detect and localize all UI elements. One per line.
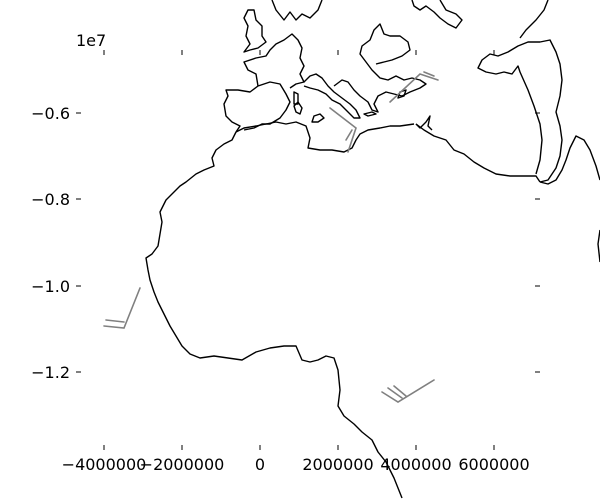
arabian-sea-coastline (519, 0, 549, 39)
sicily-coastline (293, 101, 303, 115)
sardinia-coastline (293, 91, 299, 105)
west-africa-barb (103, 287, 141, 329)
italy-coastline (303, 73, 361, 119)
mid-mediterranean-barb (329, 107, 357, 153)
y-tick-labels: −0.6 −0.8 −1.0 −1.2 (31, 104, 70, 382)
tick-marks (76, 50, 540, 450)
tunisia-coastline (311, 113, 325, 123)
red-sea-west-coastline (415, 123, 541, 183)
y-tick-label: −1.0 (31, 277, 70, 296)
x-tick-labels: −4000000 −2000000 0 2000000 4000000 6000… (62, 455, 530, 474)
iberia-coastline (223, 81, 291, 133)
arabia-coastline (477, 39, 563, 183)
africa-west-coastline (145, 131, 403, 499)
north-europe-coastline (271, 0, 323, 21)
uk-coastline (243, 9, 267, 53)
scandinavia-coastline (411, 0, 463, 29)
east-africa-edge-coastline (597, 229, 600, 263)
coastlines (145, 0, 600, 499)
y-tick-label: −0.6 (31, 104, 70, 123)
france-coastline (243, 33, 305, 89)
y-axis-offset-label: 1e7 (76, 31, 106, 50)
central-africa-barb (381, 379, 435, 403)
x-tick-label: −4000000 (62, 455, 147, 474)
x-tick-label: 2000000 (302, 455, 373, 474)
wind-barbs (103, 71, 439, 403)
x-tick-label: 4000000 (380, 455, 451, 474)
x-tick-label: 6000000 (458, 455, 529, 474)
x-tick-label: 0 (255, 455, 265, 474)
east-mediterranean-barb (389, 71, 439, 103)
y-tick-label: −0.8 (31, 190, 70, 209)
crete-coastline (363, 111, 377, 117)
cyprus-coastline (397, 89, 407, 99)
africa-north-coastline (235, 121, 415, 153)
levant-coastline (415, 115, 433, 131)
horn-of-africa-coastline (539, 135, 600, 185)
y-tick-label: −1.2 (31, 363, 70, 382)
x-tick-label: −2000000 (140, 455, 225, 474)
balkans-coastline (333, 23, 427, 113)
